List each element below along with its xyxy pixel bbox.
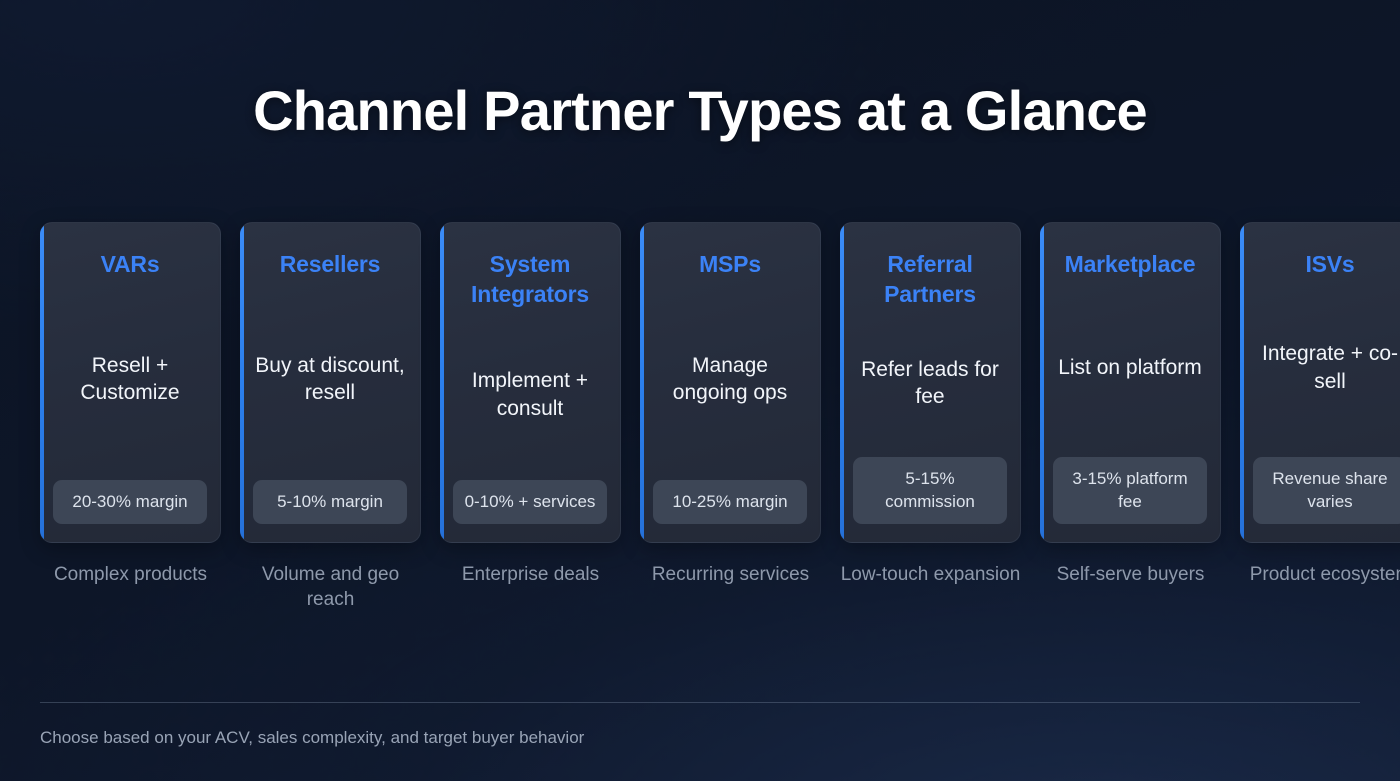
partner-column-marketplace: Marketplace List on platform 3-15% platf… [1040,222,1221,612]
partner-card-badge: 5-15% commission [853,457,1007,524]
partner-column-resellers: Resellers Buy at discount, resell 5-10% … [240,222,421,612]
partner-card-caption: Self-serve buyers [1056,564,1205,585]
partner-card-description: Resell + Customize [80,353,180,405]
partner-card-badge: 20-30% margin [53,479,207,524]
partner-card-caption: Recurring services [651,564,810,585]
partner-card-caption: Volume and geo reach [261,564,400,610]
partner-card-badge: 5-10% margin [253,479,407,524]
partner-card-description: Refer leads for fee [861,357,999,409]
partner-card-row: VARs Resell + Customize 20-30% margin Co… [40,222,1400,612]
partner-card[interactable]: MSPs Manage ongoing ops 10-25% margin [640,222,821,543]
partner-card[interactable]: System Integrators Implement + consult 0… [440,222,621,543]
partner-card-caption: Product ecosystem [1249,564,1400,585]
partner-card-heading: Marketplace [1064,251,1196,277]
partner-card[interactable]: Marketplace List on platform 3-15% platf… [1040,222,1221,543]
partner-card[interactable]: Resellers Buy at discount, resell 5-10% … [240,222,421,543]
partner-column-system-integrators: System Integrators Implement + consult 0… [440,222,621,612]
partner-card-heading: MSPs [699,251,761,277]
footer: Choose based on your ACV, sales complexi… [40,701,1360,781]
partner-card-badge: 0-10% + services [453,479,607,524]
footer-note: Choose based on your ACV, sales complexi… [40,727,585,747]
partner-card-caption: Enterprise deals [461,564,600,585]
title-container: Channel Partner Types at a Glance [40,0,1360,222]
partner-card-heading: Referral Partners [884,251,976,308]
partner-card-heading: VARs [100,251,160,277]
partner-card[interactable]: Referral Partners Refer leads for fee 5-… [840,222,1021,543]
partner-column-msps: MSPs Manage ongoing ops 10-25% margin Re… [640,222,821,612]
partner-card-badge: 10-25% margin [653,479,807,524]
partner-card[interactable]: ISVs Integrate + co-sell Revenue share v… [1240,222,1400,543]
partner-column-isvs: ISVs Integrate + co-sell Revenue share v… [1240,222,1400,612]
partner-card[interactable]: VARs Resell + Customize 20-30% margin [40,222,221,543]
partner-card-heading: System Integrators [471,251,589,308]
partner-card-description: Implement + consult [471,368,589,420]
partner-column-referral-partners: Referral Partners Refer leads for fee 5-… [840,222,1021,612]
partner-card-heading: Resellers [279,251,381,277]
footer-divider [40,701,1360,703]
page-title: Channel Partner Types at a Glance [253,78,1148,142]
partner-card-description: Buy at discount, resell [255,353,405,405]
partner-card-heading: ISVs [1305,251,1355,277]
partner-card-description: List on platform [1058,356,1202,380]
partner-card-caption: Complex products [53,564,208,585]
partner-column-vars: VARs Resell + Customize 20-30% margin Co… [40,222,221,612]
partner-card-caption: Low-touch expansion [840,564,1021,585]
partner-card-description: Integrate + co-sell [1262,342,1398,394]
partner-card-badge: Revenue share varies [1253,457,1400,524]
partner-card-badge: 3-15% platform fee [1053,457,1207,524]
partner-card-description: Manage ongoing ops [672,353,788,405]
